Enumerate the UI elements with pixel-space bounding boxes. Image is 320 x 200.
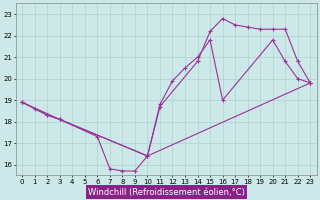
X-axis label: Windchill (Refroidissement éolien,°C): Windchill (Refroidissement éolien,°C) bbox=[88, 188, 245, 197]
